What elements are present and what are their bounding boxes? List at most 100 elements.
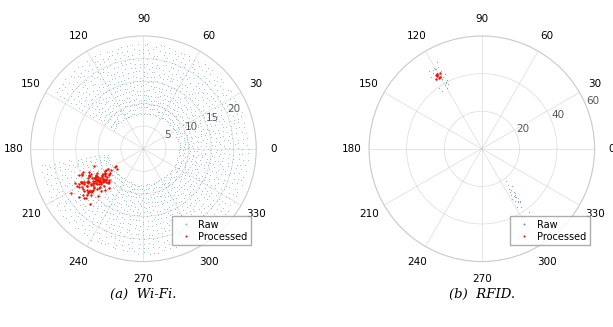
Point: [148, 46, 158, 51]
Point: [81, 155, 91, 160]
Point: [139, 222, 148, 227]
Point: [141, 182, 151, 188]
Point: [202, 90, 212, 95]
Point: [224, 145, 234, 150]
Point: [57, 176, 67, 181]
Point: [96, 159, 106, 164]
Point: [118, 214, 128, 219]
Point: [147, 69, 157, 75]
Point: [173, 104, 183, 110]
Point: [109, 105, 118, 111]
Point: [139, 104, 149, 110]
Point: [160, 97, 170, 102]
Point: [184, 116, 194, 121]
Point: [139, 229, 148, 234]
Point: [168, 96, 178, 101]
Point: [218, 167, 228, 172]
Point: [432, 60, 442, 65]
Point: [107, 97, 117, 102]
Point: [142, 214, 152, 219]
Point: [146, 94, 156, 99]
Point: [216, 101, 226, 107]
Point: [210, 98, 220, 103]
Point: [211, 192, 221, 197]
Point: [127, 42, 137, 47]
Point: [61, 76, 70, 81]
Point: [163, 112, 173, 118]
Point: [109, 244, 118, 249]
Point: [156, 211, 166, 216]
Point: [134, 105, 144, 110]
Point: [131, 61, 140, 66]
Point: [219, 150, 229, 156]
Point: [152, 194, 162, 199]
Point: [196, 140, 205, 145]
Point: [241, 130, 251, 135]
Point: [181, 122, 191, 128]
Point: [101, 89, 110, 94]
Point: [185, 219, 194, 224]
Point: [164, 223, 174, 228]
Point: [204, 177, 214, 182]
Point: [126, 202, 135, 208]
Point: [165, 95, 175, 100]
Point: [194, 153, 204, 158]
Point: [169, 197, 178, 202]
Point: [216, 186, 226, 191]
Point: [230, 99, 240, 104]
Point: [69, 190, 79, 196]
Point: [200, 230, 210, 235]
Point: [50, 165, 59, 170]
Point: [109, 168, 119, 173]
Point: [224, 190, 234, 195]
Point: [205, 215, 215, 220]
Point: [172, 177, 181, 182]
Point: [175, 217, 185, 223]
Point: [117, 210, 127, 215]
Point: [154, 245, 164, 250]
Point: [60, 182, 70, 187]
Point: [197, 152, 207, 158]
Point: [199, 205, 209, 211]
Point: [100, 212, 110, 217]
Point: [129, 212, 139, 217]
Point: [163, 189, 173, 194]
Point: [177, 86, 187, 91]
Point: [119, 78, 129, 83]
Point: [139, 93, 148, 98]
Point: [74, 226, 83, 231]
Point: [106, 234, 116, 239]
Point: [74, 194, 83, 199]
Point: [168, 123, 178, 128]
Point: [87, 176, 97, 181]
Point: [145, 106, 155, 112]
Point: [109, 113, 119, 118]
Point: [147, 232, 157, 238]
Point: [154, 75, 164, 80]
Point: [81, 184, 91, 189]
Point: [172, 83, 181, 88]
Point: [68, 162, 78, 167]
Point: [182, 134, 192, 140]
Point: [176, 184, 186, 190]
Point: [186, 109, 196, 114]
Point: [186, 170, 196, 176]
Point: [109, 173, 118, 178]
Point: [180, 183, 189, 188]
Point: [164, 103, 174, 108]
Point: [107, 231, 116, 236]
Point: [226, 165, 236, 171]
Point: [112, 117, 122, 122]
Point: [92, 229, 102, 234]
Point: [170, 177, 180, 182]
Point: [44, 188, 53, 193]
Point: [69, 178, 78, 183]
Point: [97, 210, 107, 215]
Point: [84, 222, 94, 227]
Point: [200, 186, 210, 191]
Point: [204, 219, 214, 225]
Point: [173, 68, 183, 73]
Point: [134, 69, 144, 74]
Point: [71, 219, 81, 224]
Point: [104, 155, 113, 161]
